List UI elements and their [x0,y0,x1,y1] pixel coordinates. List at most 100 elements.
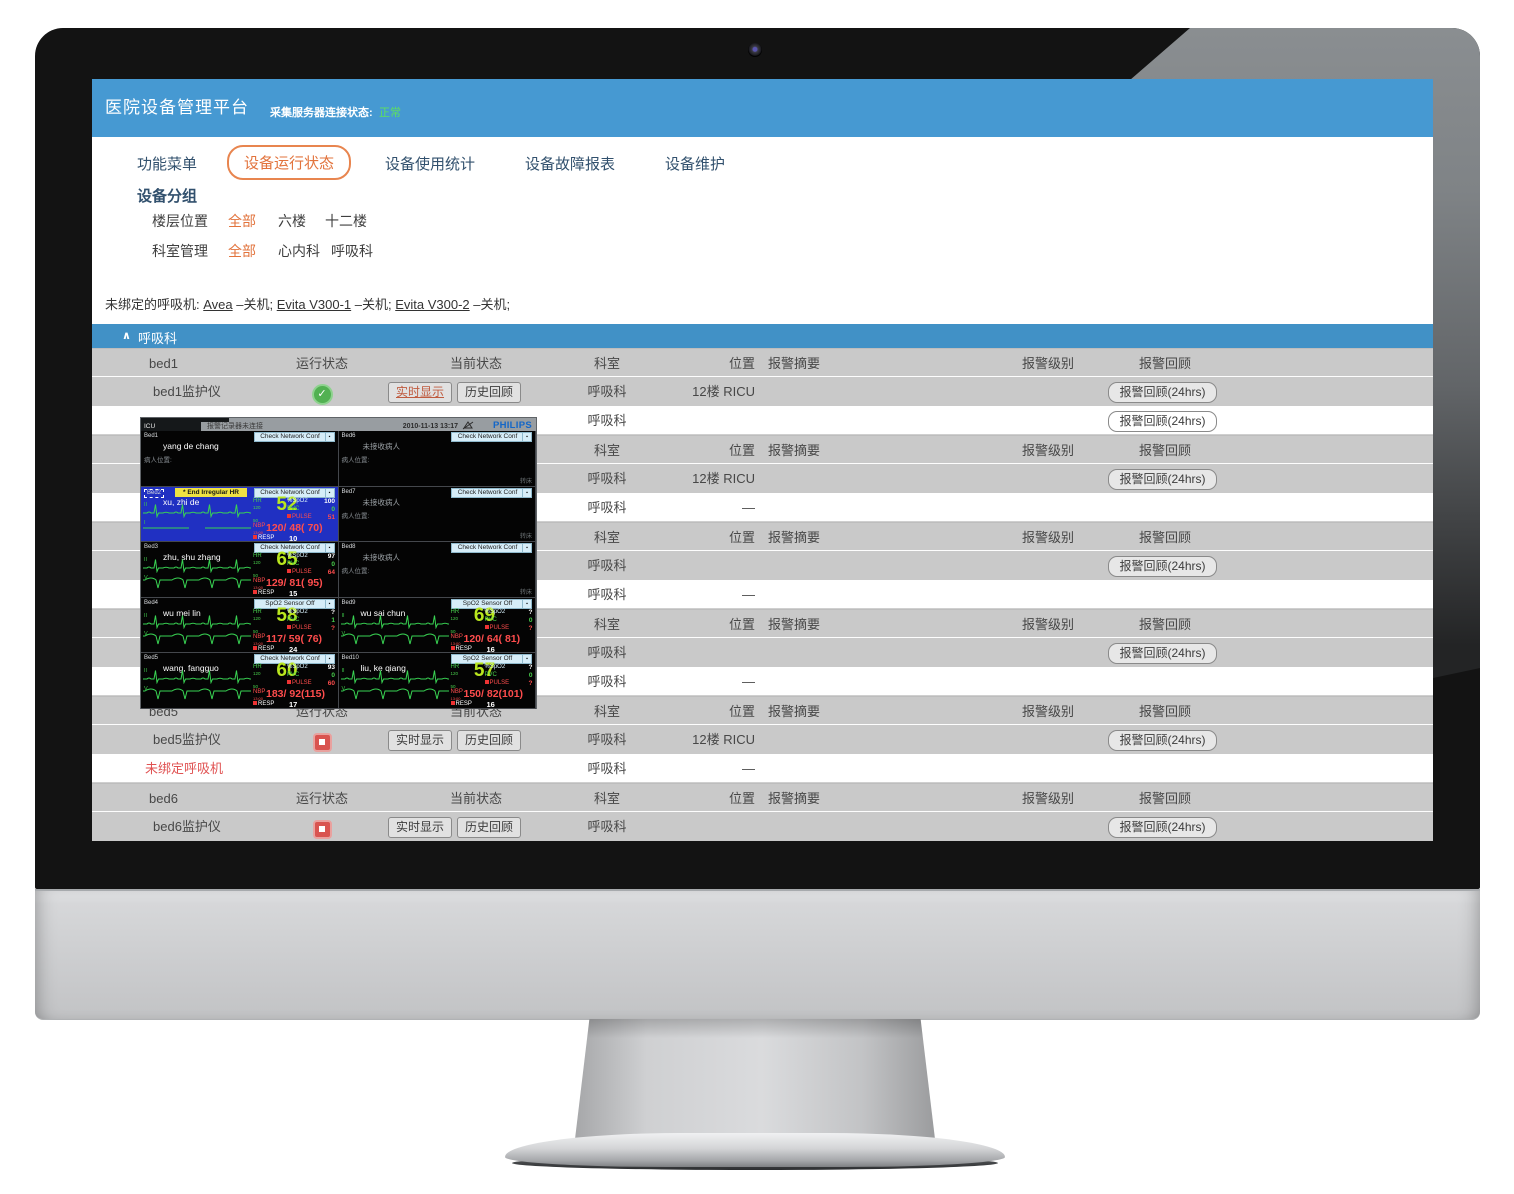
alarm-review-button[interactable]: 报警回顾(24hrs) [1108,411,1217,433]
dropdown-arrow-icon[interactable]: ▪ [324,488,334,497]
bed-tile-bed1[interactable]: Bed1 Check Network Conf ▪ yang de chang 病人位置… [141,431,339,487]
bed-id-label: Bed10 [341,655,359,662]
resp-row: RESP 17 [253,700,335,708]
nav-item-1[interactable]: 功能菜单 [137,156,198,173]
pvc-label: PVC [484,616,497,623]
location-value: 12楼 RICU [692,471,755,486]
alarm-review-button[interactable]: 报警回顾(24hrs) [1108,556,1217,578]
dropdown-arrow-icon[interactable]: ▪ [522,655,531,664]
bed-tile-bed10[interactable]: Bed10 SpO2 Sensor Off ▪ liu, ke qiang II V HR 1… [338,653,536,709]
bed-settings-dropdown[interactable]: Check Network Conf ▪ [253,487,335,498]
device-group-title: 设备分组 [137,188,198,205]
monitor-stand-neck [575,1019,935,1139]
ventilator-link[interactable]: Avea [203,297,233,312]
hr-label: HR [253,497,262,504]
dept-value: 呼吸科 [587,761,627,776]
dropdown-arrow-icon[interactable]: ▪ [324,655,334,664]
filter-option[interactable]: 六楼 [278,213,306,229]
filter-option[interactable]: 十二楼 [325,213,367,229]
run-status-cell [262,725,382,754]
ventilator-link[interactable]: Evita V300-1 [276,297,352,312]
col-header-dept: 科室 [593,791,620,806]
realtime-display-button[interactable]: 实时显示 [388,817,453,839]
realtime-display-button[interactable]: 实时显示 [388,730,453,752]
nbp-value: 150/ 82(101) [463,688,524,701]
section-bar[interactable]: ∧ 呼吸科 [92,324,1433,348]
alarm-review-button[interactable]: 报警回顾(24hrs) [1108,643,1217,665]
no-patient-message: 未接收病人 [362,497,401,507]
unbound-prefix: 未绑定的呼吸机: [105,297,204,312]
dropdown-arrow-icon[interactable]: ▪ [522,544,531,553]
dropdown-arrow-icon[interactable]: ▪ [324,599,334,608]
hr-label: HR [253,664,262,671]
nav-item-5[interactable]: 设备维护 [665,156,726,173]
history-review-button[interactable]: 历史回顾 [457,730,522,752]
bed-tile-bed2[interactable]: Bed2 Check Network Conf ▪ * End Irregular H… [141,486,339,543]
resp-label: RESP [258,590,275,597]
alarm-off-icon [450,645,455,650]
dropdown-arrow-icon[interactable]: ▪ [522,599,531,608]
bed-settings-dropdown[interactable]: Check Network Conf ▪ [253,432,335,442]
bed-settings-dropdown[interactable]: Check Network Conf ▪ [253,543,335,554]
history-review-button[interactable]: 历史回顾 [457,382,522,404]
hr-value: 60 [276,660,298,682]
filter-option[interactable]: 心内科 [278,243,320,259]
alarm-review-button[interactable]: 报警回顾(24hrs) [1108,730,1217,752]
nbp-time: 13:00 [253,696,264,702]
col-header-alarm-level: 报警级别 [1021,356,1074,371]
bed-tile-bed8[interactable]: Bed8 Check Network Conf ▪ 未接收病人 病人位置: 转床 [338,542,536,598]
nav-item-4[interactable]: 设备故障报表 [525,156,616,173]
lead-label: II [341,668,345,675]
bed-settings-dropdown[interactable]: Check Network Conf ▪ [253,654,335,665]
realtime-display-button[interactable]: 实时显示 [388,382,453,404]
alarm-review-button[interactable]: 报警回顾(24hrs) [1108,382,1217,404]
ecg-waveform [143,615,251,629]
filter-option[interactable]: 全部 [228,243,256,259]
run-status-cell [262,812,382,841]
col-header-dept: 科室 [593,356,620,371]
dropdown-arrow-icon[interactable]: ▪ [522,488,531,497]
resp-row: RESP 24 [253,645,335,652]
dropdown-arrow-icon[interactable]: ▪ [324,544,334,553]
bed-settings-dropdown[interactable]: Check Network Conf ▪ [451,432,532,442]
dropdown-arrow-icon[interactable]: ▪ [324,433,334,441]
bed-tile-bed5[interactable]: Bed5 Check Network Conf ▪ wang, fangguo II V H… [141,653,339,709]
bed-tile-bed3[interactable]: Bed3 Check Network Conf ▪ zhu, shu zhang II V… [141,542,339,598]
bed-tile-bed9[interactable]: Bed9 SpO2 Sensor Off ▪ wu sai chun II V HR 120 5… [338,597,536,654]
filter-option[interactable]: 呼吸科 [331,243,373,259]
col-header-run: 运行状态 [295,356,348,371]
collapse-icon[interactable]: ∧ [122,330,131,342]
nav-item-2[interactable]: 设备运行状态 [227,145,352,180]
ventilator-link[interactable]: Evita V300-2 [395,297,470,312]
col-header-alarm-level: 报警级别 [1021,443,1074,458]
dept-value: 呼吸科 [587,819,627,834]
nav-item-3[interactable]: 设备使用统计 [385,156,476,173]
bed-tile-bed4[interactable]: Bed4 SpO2 Sensor Off ▪ wu mei lin II V HR 120 50… [141,597,339,654]
dropdown-arrow-icon[interactable]: ▪ [522,433,531,441]
bed-settings-dropdown[interactable]: Check Network Conf ▪ [451,543,532,554]
bed-settings-dropdown[interactable]: SpO2 Sensor Off ▪ [451,598,532,609]
hr-limit-low: 50 [253,573,259,579]
history-review-button[interactable]: 历史回顾 [457,817,522,839]
bed-id-label: Bed9 [341,599,356,606]
spo2-label: %SpO2 [287,608,308,615]
pulse-label-text: PULSE [292,624,312,631]
table-row: bed6 运行状态 当前状态 科室 位置 报警摘要 报警级别 报警回顾 [92,783,1433,812]
lead-label: V [144,575,148,582]
lead-label: II [144,501,148,508]
alarm-review-button[interactable]: 报警回顾(24hrs) [1108,817,1217,839]
hr-label: HR [450,664,460,671]
bed-settings-dropdown[interactable]: SpO2 Sensor Off ▪ [451,654,532,665]
bed-id-label: Bed7 [341,488,356,495]
location-value: — [742,587,755,602]
hr-limit-low: 50 [253,684,259,690]
col-header-alarm-review: 报警回顾 [1138,791,1191,806]
alarm-review-button[interactable]: 报警回顾(24hrs) [1108,469,1217,491]
pulse-value: ? [528,624,533,632]
nbp-time: 13:00 [253,585,264,591]
bed-settings-dropdown[interactable]: Check Network Conf ▪ [451,487,532,498]
filter-option[interactable]: 全部 [228,213,256,229]
bed-tile-bed7[interactable]: Bed7 Check Network Conf ▪ 未接收病人 病人位置: 转床 [338,486,536,543]
bed-tile-bed6[interactable]: Bed6 Check Network Conf ▪ 未接收病人 病人位置: 转床 [338,431,536,487]
bed-settings-dropdown[interactable]: SpO2 Sensor Off ▪ [253,598,335,609]
